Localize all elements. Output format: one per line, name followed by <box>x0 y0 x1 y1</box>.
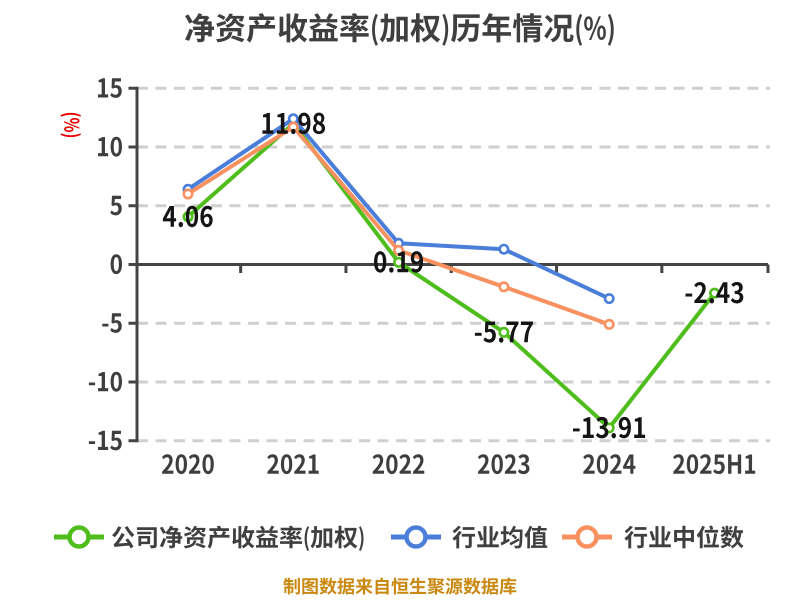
line-marker-icon <box>562 523 612 551</box>
point-label-2021 <box>262 112 326 135</box>
y-axis-label <box>88 430 122 451</box>
point-label-2025H1 <box>685 281 744 304</box>
legend-label <box>111 521 365 553</box>
marker-industry-median-2020 <box>182 188 194 200</box>
chart-title <box>0 7 800 49</box>
data-source-note <box>0 574 800 598</box>
marker-industry-mean-2024 <box>603 293 615 305</box>
y-axis-label <box>102 313 122 333</box>
y-axis-unit-label <box>60 112 82 138</box>
legend-item-company-roe[interactable] <box>54 523 365 551</box>
x-axis-label <box>583 454 636 475</box>
y-axis-label <box>98 78 122 98</box>
marker-industry-mean-2023 <box>498 243 510 255</box>
y-axis-label <box>88 371 123 392</box>
x-axis-label <box>477 454 530 475</box>
line-marker-icon <box>391 523 441 551</box>
x-axis-label <box>161 454 214 475</box>
marker-company-roe-2023 <box>498 326 510 338</box>
point-label-2023 <box>474 321 533 343</box>
legend-label <box>624 521 744 553</box>
series-line-industry-median <box>186 125 612 327</box>
line-marker-icon <box>54 523 104 551</box>
legend-label <box>452 521 548 553</box>
marker-industry-median-2024 <box>603 318 615 330</box>
y-axis-label <box>110 254 123 275</box>
point-label-2022 <box>374 251 424 273</box>
x-axis-label <box>267 454 319 475</box>
legend-item-industry-median[interactable] <box>562 523 744 551</box>
y-axis-label <box>98 136 123 157</box>
x-axis-label <box>673 454 756 475</box>
marker-industry-median-2023 <box>498 281 510 293</box>
legend-item-industry-mean[interactable] <box>391 523 548 551</box>
legend <box>0 523 800 551</box>
point-label-2020 <box>162 205 213 228</box>
y-axis-label <box>110 195 122 216</box>
x-axis-label <box>372 454 425 475</box>
point-label-2024 <box>572 416 646 439</box>
